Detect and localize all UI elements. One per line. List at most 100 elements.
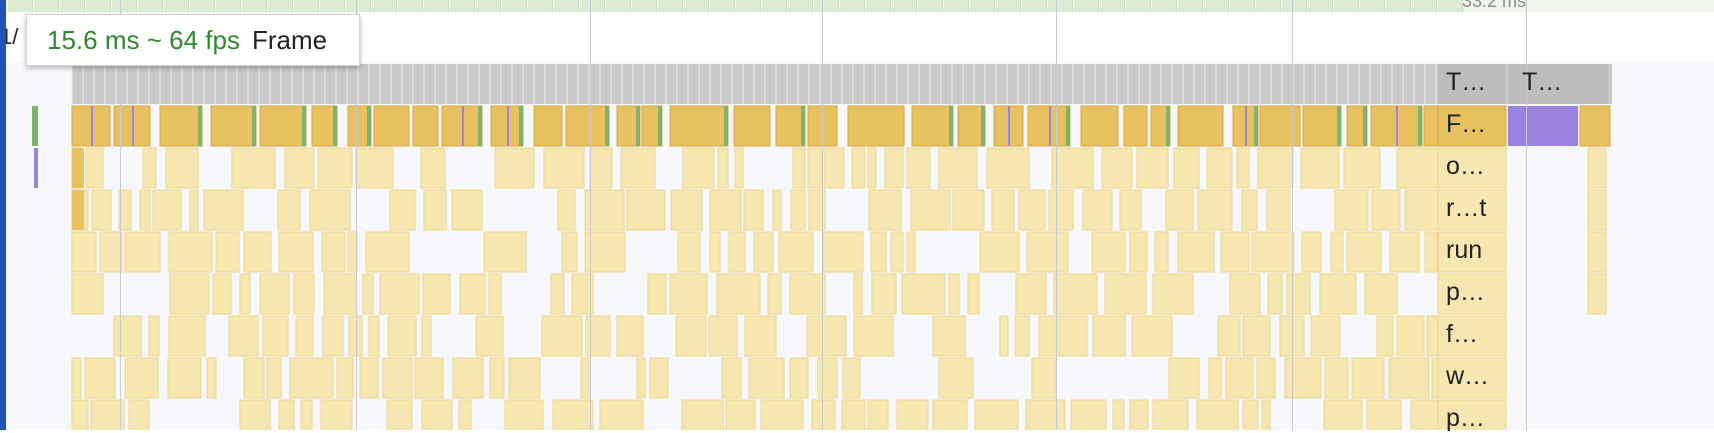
- call-block[interactable]: [231, 147, 276, 189]
- call-block[interactable]: [991, 189, 1015, 231]
- frame-tick[interactable]: [892, 0, 917, 12]
- call-block[interactable]: [259, 273, 290, 315]
- call-block-active[interactable]: [72, 148, 84, 188]
- frame-tick[interactable]: [1360, 0, 1385, 12]
- call-block[interactable]: [649, 357, 669, 399]
- call-block[interactable]: [851, 147, 866, 189]
- scripting-sliver[interactable]: [1254, 106, 1258, 146]
- call-block[interactable]: [1242, 399, 1259, 430]
- call-block[interactable]: [1091, 231, 1126, 273]
- scripting-sliver[interactable]: [1166, 106, 1170, 146]
- frame-tick[interactable]: [424, 0, 449, 12]
- call-block[interactable]: [423, 189, 447, 231]
- call-block[interactable]: [128, 399, 150, 430]
- call-block[interactable]: [421, 315, 432, 357]
- call-block[interactable]: [71, 357, 82, 399]
- frame-tick[interactable]: [1126, 0, 1151, 12]
- call-block[interactable]: [323, 273, 357, 315]
- frame-tick[interactable]: [996, 0, 1021, 12]
- call-block[interactable]: [1266, 189, 1291, 231]
- call-block[interactable]: [142, 147, 157, 189]
- function-block[interactable]: [565, 105, 610, 147]
- frame-tick[interactable]: [268, 0, 293, 12]
- call-block[interactable]: [458, 399, 472, 430]
- call-block[interactable]: [979, 231, 1020, 273]
- frame-tick[interactable]: [1386, 0, 1411, 12]
- call-block[interactable]: [1208, 357, 1222, 399]
- function-label[interactable]: F…: [1446, 110, 1487, 138]
- call-block[interactable]: [284, 147, 315, 189]
- call-block[interactable]: [1048, 189, 1074, 231]
- call-block[interactable]: [189, 189, 199, 231]
- call-block[interactable]: [669, 273, 708, 315]
- scripting-sliver[interactable]: [949, 106, 953, 146]
- call-block[interactable]: [1343, 147, 1381, 189]
- flame-svg[interactable]: [6, 62, 1714, 430]
- call-block[interactable]: [1300, 147, 1340, 189]
- call-block[interactable]: [494, 147, 535, 189]
- call-block[interactable]: [589, 147, 613, 189]
- call-block[interactable]: [1152, 399, 1189, 430]
- call-block[interactable]: [451, 189, 483, 231]
- call-block[interactable]: [717, 147, 729, 189]
- scripting-sliver[interactable]: [1418, 106, 1422, 146]
- frame-tick[interactable]: [450, 0, 475, 12]
- call-block[interactable]: [99, 231, 123, 273]
- function-block[interactable]: [1177, 105, 1224, 147]
- call-block[interactable]: [584, 189, 625, 231]
- call-block[interactable]: [239, 273, 251, 315]
- call-block[interactable]: [1236, 147, 1250, 189]
- frame-tick[interactable]: [1178, 0, 1203, 12]
- frame-tick[interactable]: [1308, 0, 1333, 12]
- frame-tick[interactable]: [216, 0, 241, 12]
- call-label-p1[interactable]: p…: [1446, 278, 1485, 306]
- function-block-labelled[interactable]: [1437, 105, 1507, 147]
- rendering-block[interactable]: [1508, 106, 1578, 146]
- call-label-p2[interactable]: p…: [1446, 404, 1485, 432]
- call-block[interactable]: [295, 315, 314, 357]
- frame-tick[interactable]: [242, 0, 267, 12]
- call-block[interactable]: [806, 315, 847, 357]
- call-block[interactable]: [1070, 399, 1107, 430]
- call-block[interactable]: [1587, 273, 1607, 315]
- frame-tick[interactable]: [710, 0, 735, 12]
- call-block[interactable]: [721, 357, 742, 399]
- frame-tick[interactable]: [606, 0, 631, 12]
- call-block[interactable]: [890, 231, 904, 273]
- call-block[interactable]: [489, 357, 505, 399]
- call-block[interactable]: [85, 147, 104, 189]
- call-block[interactable]: [585, 315, 611, 357]
- frame-tick[interactable]: [1074, 0, 1099, 12]
- call-block[interactable]: [1389, 231, 1420, 273]
- frame-tick[interactable]: [476, 0, 501, 12]
- call-block[interactable]: [1015, 273, 1047, 315]
- frame-tick[interactable]: [60, 0, 85, 12]
- call-label-o[interactable]: o…: [1446, 152, 1485, 180]
- call-block[interactable]: [1119, 189, 1142, 231]
- call-block[interactable]: [734, 147, 744, 189]
- scripting-sliver[interactable]: [1363, 106, 1367, 146]
- function-block[interactable]: [159, 105, 203, 147]
- call-block[interactable]: [853, 273, 863, 315]
- call-block[interactable]: [552, 399, 594, 430]
- flame-chart[interactable]: [6, 62, 1714, 430]
- scripting-sliver[interactable]: [333, 106, 337, 146]
- call-label-rt[interactable]: r…t: [1446, 194, 1487, 222]
- call-label-run[interactable]: run: [1446, 236, 1483, 264]
- call-block[interactable]: [743, 189, 764, 231]
- frame-tick[interactable]: [684, 0, 709, 12]
- call-block[interactable]: [277, 189, 301, 231]
- call-block[interactable]: [1284, 357, 1322, 399]
- frame-tick[interactable]: [1282, 0, 1307, 12]
- call-block[interactable]: [118, 189, 132, 231]
- call-block[interactable]: [1242, 315, 1271, 357]
- function-block[interactable]: [911, 105, 954, 147]
- call-block[interactable]: [379, 273, 420, 315]
- call-block[interactable]: [1082, 189, 1113, 231]
- call-block[interactable]: [1241, 189, 1258, 231]
- call-block[interactable]: [355, 147, 394, 189]
- call-block[interactable]: [999, 315, 1009, 357]
- call-block[interactable]: [1267, 273, 1283, 315]
- call-block[interactable]: [1334, 189, 1369, 231]
- call-block[interactable]: [71, 399, 89, 430]
